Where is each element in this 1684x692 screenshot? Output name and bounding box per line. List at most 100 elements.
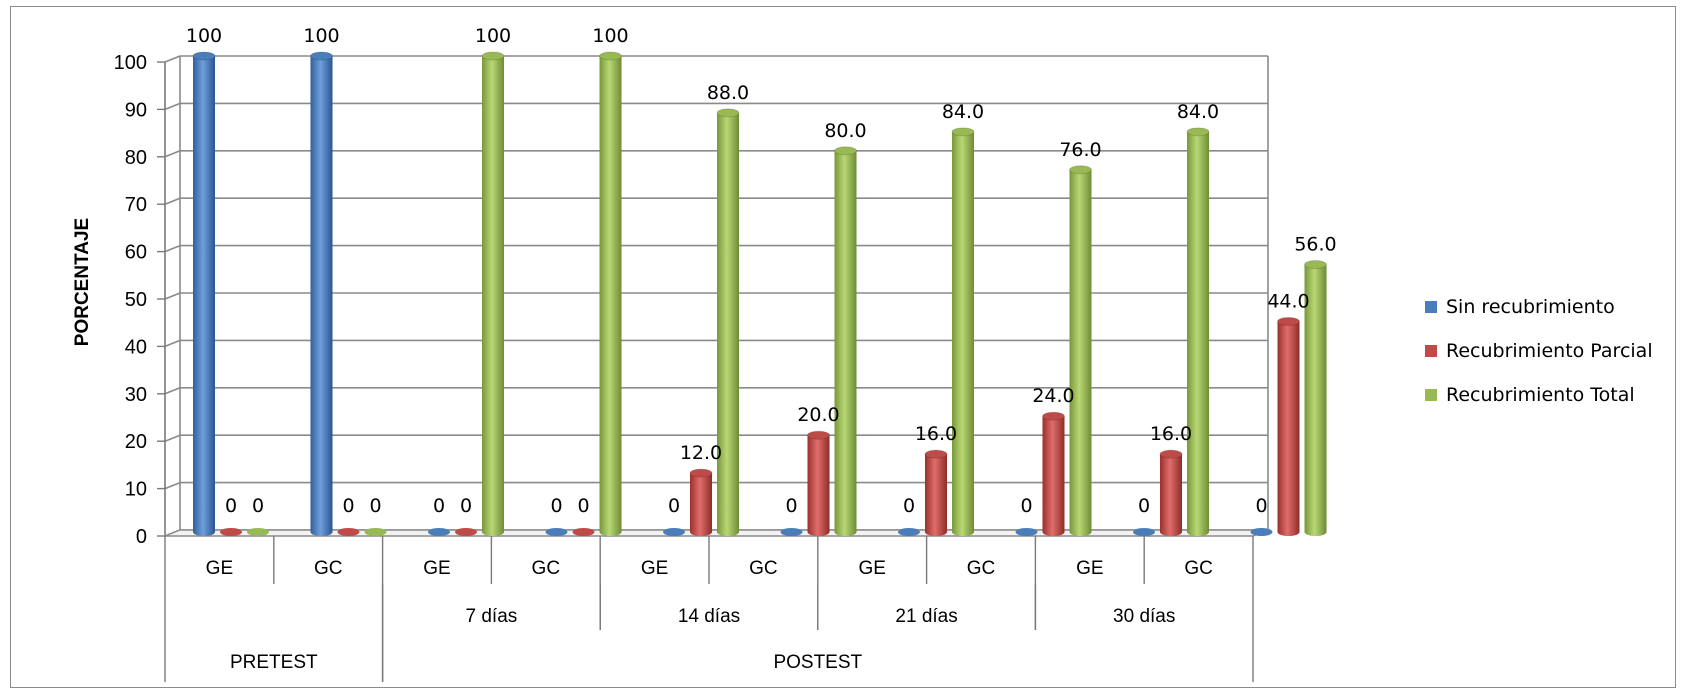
bar-top [834,146,857,156]
bar-base [690,528,712,536]
data-label: 0 [433,495,445,517]
bar-base [952,528,974,536]
subgroup-label: 30 días [1113,606,1175,627]
bar-base [1277,528,1300,536]
bar-0-1 [220,528,242,536]
bar-5-1 [807,435,830,532]
gridline-depth [164,339,181,348]
data-label: 0 [225,495,237,517]
data-label: 76.0 [1059,139,1101,161]
subgroup-label: 14 días [678,606,740,627]
bar-8-2 [1187,131,1209,532]
bar-3-1 [572,528,595,536]
data-label: 0 [903,495,915,517]
bar-top [689,468,713,478]
data-label: 0 [785,495,797,517]
bar-0-2 [247,528,269,536]
category-label: GC [532,558,561,579]
bar-top [924,449,948,459]
y-tick-label: 50 [125,289,147,311]
y-tick-label: 80 [125,147,147,169]
bar-7-1 [1042,416,1065,532]
bar-6-1 [925,454,947,532]
y-tick-label: 0 [136,526,147,548]
data-label: 80.0 [824,120,866,142]
bar-top [192,51,216,61]
legend-swatch-0 [1425,301,1437,313]
data-label: 100 [592,25,628,47]
data-label: 0 [1255,495,1267,517]
data-label: 16.0 [1150,423,1192,445]
bar-top [1186,127,1210,137]
data-label: 88.0 [707,82,749,104]
y-axis-title: PORCENTAJE [72,218,93,346]
category-label: GE [858,558,885,579]
bar-2-1 [455,528,477,536]
legend: Sin recubrimiento Recubrimiento Parcial Re… [1425,296,1653,406]
data-label: 0 [668,495,680,517]
bar-top [1277,316,1300,326]
data-label: 0 [342,495,354,517]
category-axis: GE GC GE GC GE GC GE GC GE GC 7 días 14 días 21 días… [164,536,1254,682]
bar-base [1160,528,1182,536]
category-label: GC [314,558,343,579]
bar-base [834,528,857,536]
bar-base [599,528,622,536]
gridline-depth [164,197,181,205]
legend-swatch-1 [1425,345,1437,357]
bar-8-1 [1160,454,1182,532]
gridline-depth [164,244,181,253]
y-tick-label: 10 [125,479,147,501]
data-label: 0 [1138,495,1150,517]
legend-swatch-2 [1425,389,1437,401]
y-tick-label: 70 [125,194,147,216]
bars [192,51,1327,536]
data-label: 84.0 [1177,101,1219,123]
gridline-depth [164,481,181,490]
group-label: PRETEST [230,652,318,673]
data-label: 0 [252,495,264,517]
y-tick-label: 60 [125,242,147,264]
legend-label-0: Sin recubrimiento [1446,296,1615,318]
bar-base [1069,528,1092,536]
category-label: GE [641,558,668,579]
bar-6-0 [898,528,920,536]
category-label: GC [967,558,996,579]
gridline-depth [164,150,181,158]
gridline-depth [164,102,181,111]
bar-2-0 [428,528,450,536]
bar-top [1042,411,1065,421]
gridline-depth [164,292,181,300]
bar-base [193,528,215,536]
bar-3-0 [545,528,568,536]
bar-8-0 [1133,528,1155,536]
data-label: 16.0 [915,423,957,445]
gridline-depth [164,55,181,63]
data-label: 20.0 [797,404,839,426]
bar-4-0 [663,528,685,536]
bar-base [310,528,333,536]
data-label: 56.0 [1294,234,1336,256]
gridline-depth [164,387,181,395]
bar-7-0 [1015,528,1038,536]
data-label: 24.0 [1032,385,1074,407]
bar-4-1 [690,473,712,532]
bar-base [1187,528,1209,536]
bar-top [807,430,830,440]
bar-9-0 [1250,528,1273,536]
bar-base [1304,528,1327,536]
bar-4-2 [717,112,739,532]
chart-frame [10,6,1676,688]
y-tick-label: 40 [125,336,147,358]
subgroup-label: 7 días [466,606,518,627]
data-label: 0 [460,495,472,517]
bar-base [925,528,947,536]
data-label: 100 [475,25,511,47]
bar-7-2 [1069,169,1092,532]
category-label: GC [1184,558,1213,579]
category-label: GE [423,558,450,579]
bar-top [310,51,333,61]
bar-1-2 [364,528,387,536]
